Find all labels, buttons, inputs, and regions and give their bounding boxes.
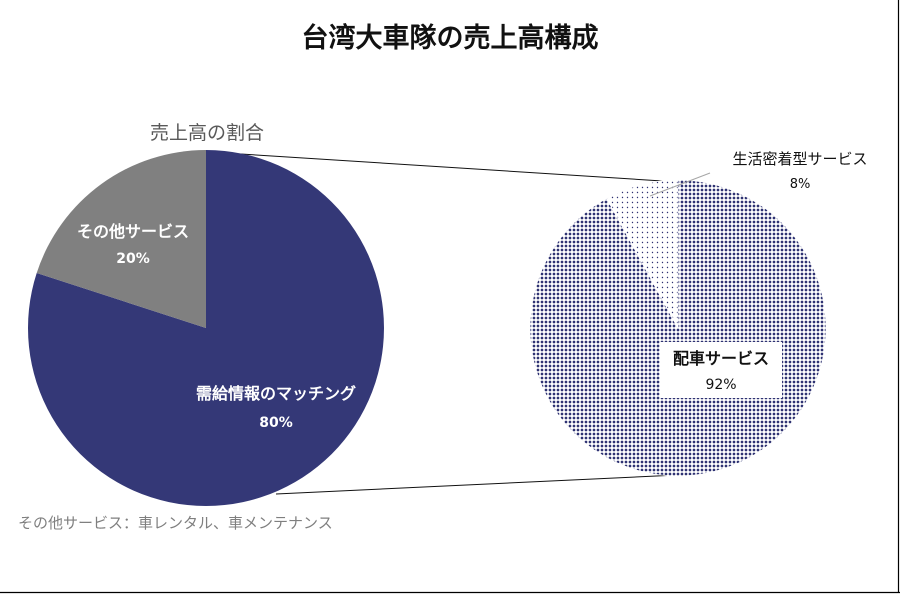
leader-line-daily-life <box>649 172 711 197</box>
left-pie <box>27 150 384 507</box>
value-dispatch: 92% <box>705 377 736 393</box>
label-daily-life: 生活密着型サービス <box>732 150 867 168</box>
value-other-services: 20% <box>116 251 150 267</box>
connector-line-top <box>240 153 679 183</box>
value-matching: 80% <box>259 415 293 431</box>
right-pie <box>529 179 827 477</box>
label-matching: 需給情報のマッチング <box>196 384 356 403</box>
left-pie-subtitle: 売上高の割合 <box>150 122 264 144</box>
pie-slice-matching <box>27 150 384 507</box>
value-daily-life: 8% <box>790 177 811 192</box>
connector-line-bottom <box>275 474 679 495</box>
label-dispatch: 配車サービス <box>673 349 769 368</box>
label-other-services: その他サービス <box>77 222 189 241</box>
label-box-dispatch <box>660 342 782 398</box>
footnote: その他サービス：車レンタル、車メンテナンス <box>18 514 333 532</box>
pie-slice-other-services <box>36 150 207 328</box>
chart-title: 台湾大車隊の売上高構成 <box>302 22 599 54</box>
pie-slice-daily-life <box>606 179 679 329</box>
